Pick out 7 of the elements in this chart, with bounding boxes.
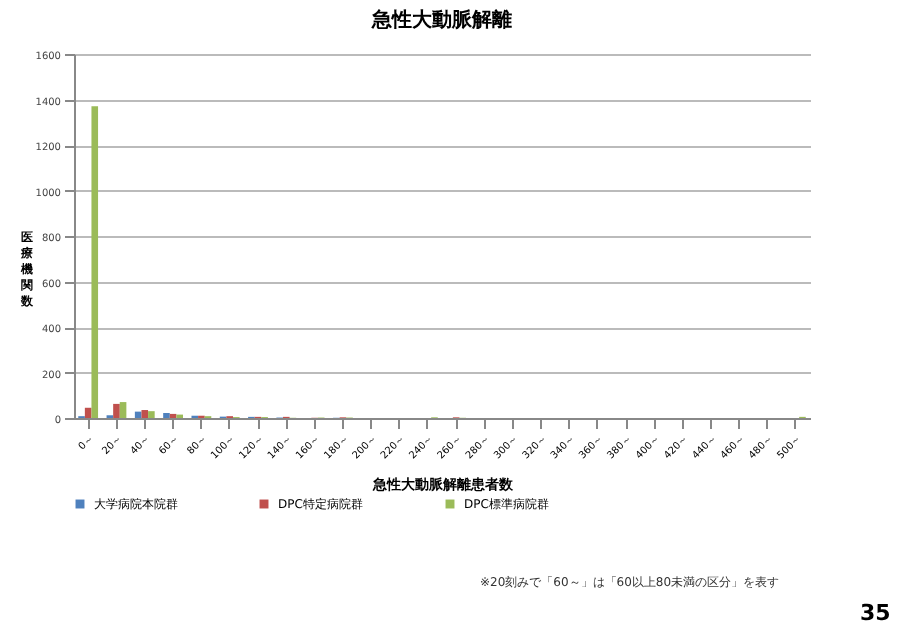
bar	[113, 403, 120, 418]
bar	[148, 411, 155, 418]
bar	[91, 106, 99, 418]
text: 35	[860, 600, 891, 626]
chart-title: 急性大動脈解離	[370, 8, 512, 32]
bar	[141, 410, 149, 418]
bar	[119, 402, 127, 418]
